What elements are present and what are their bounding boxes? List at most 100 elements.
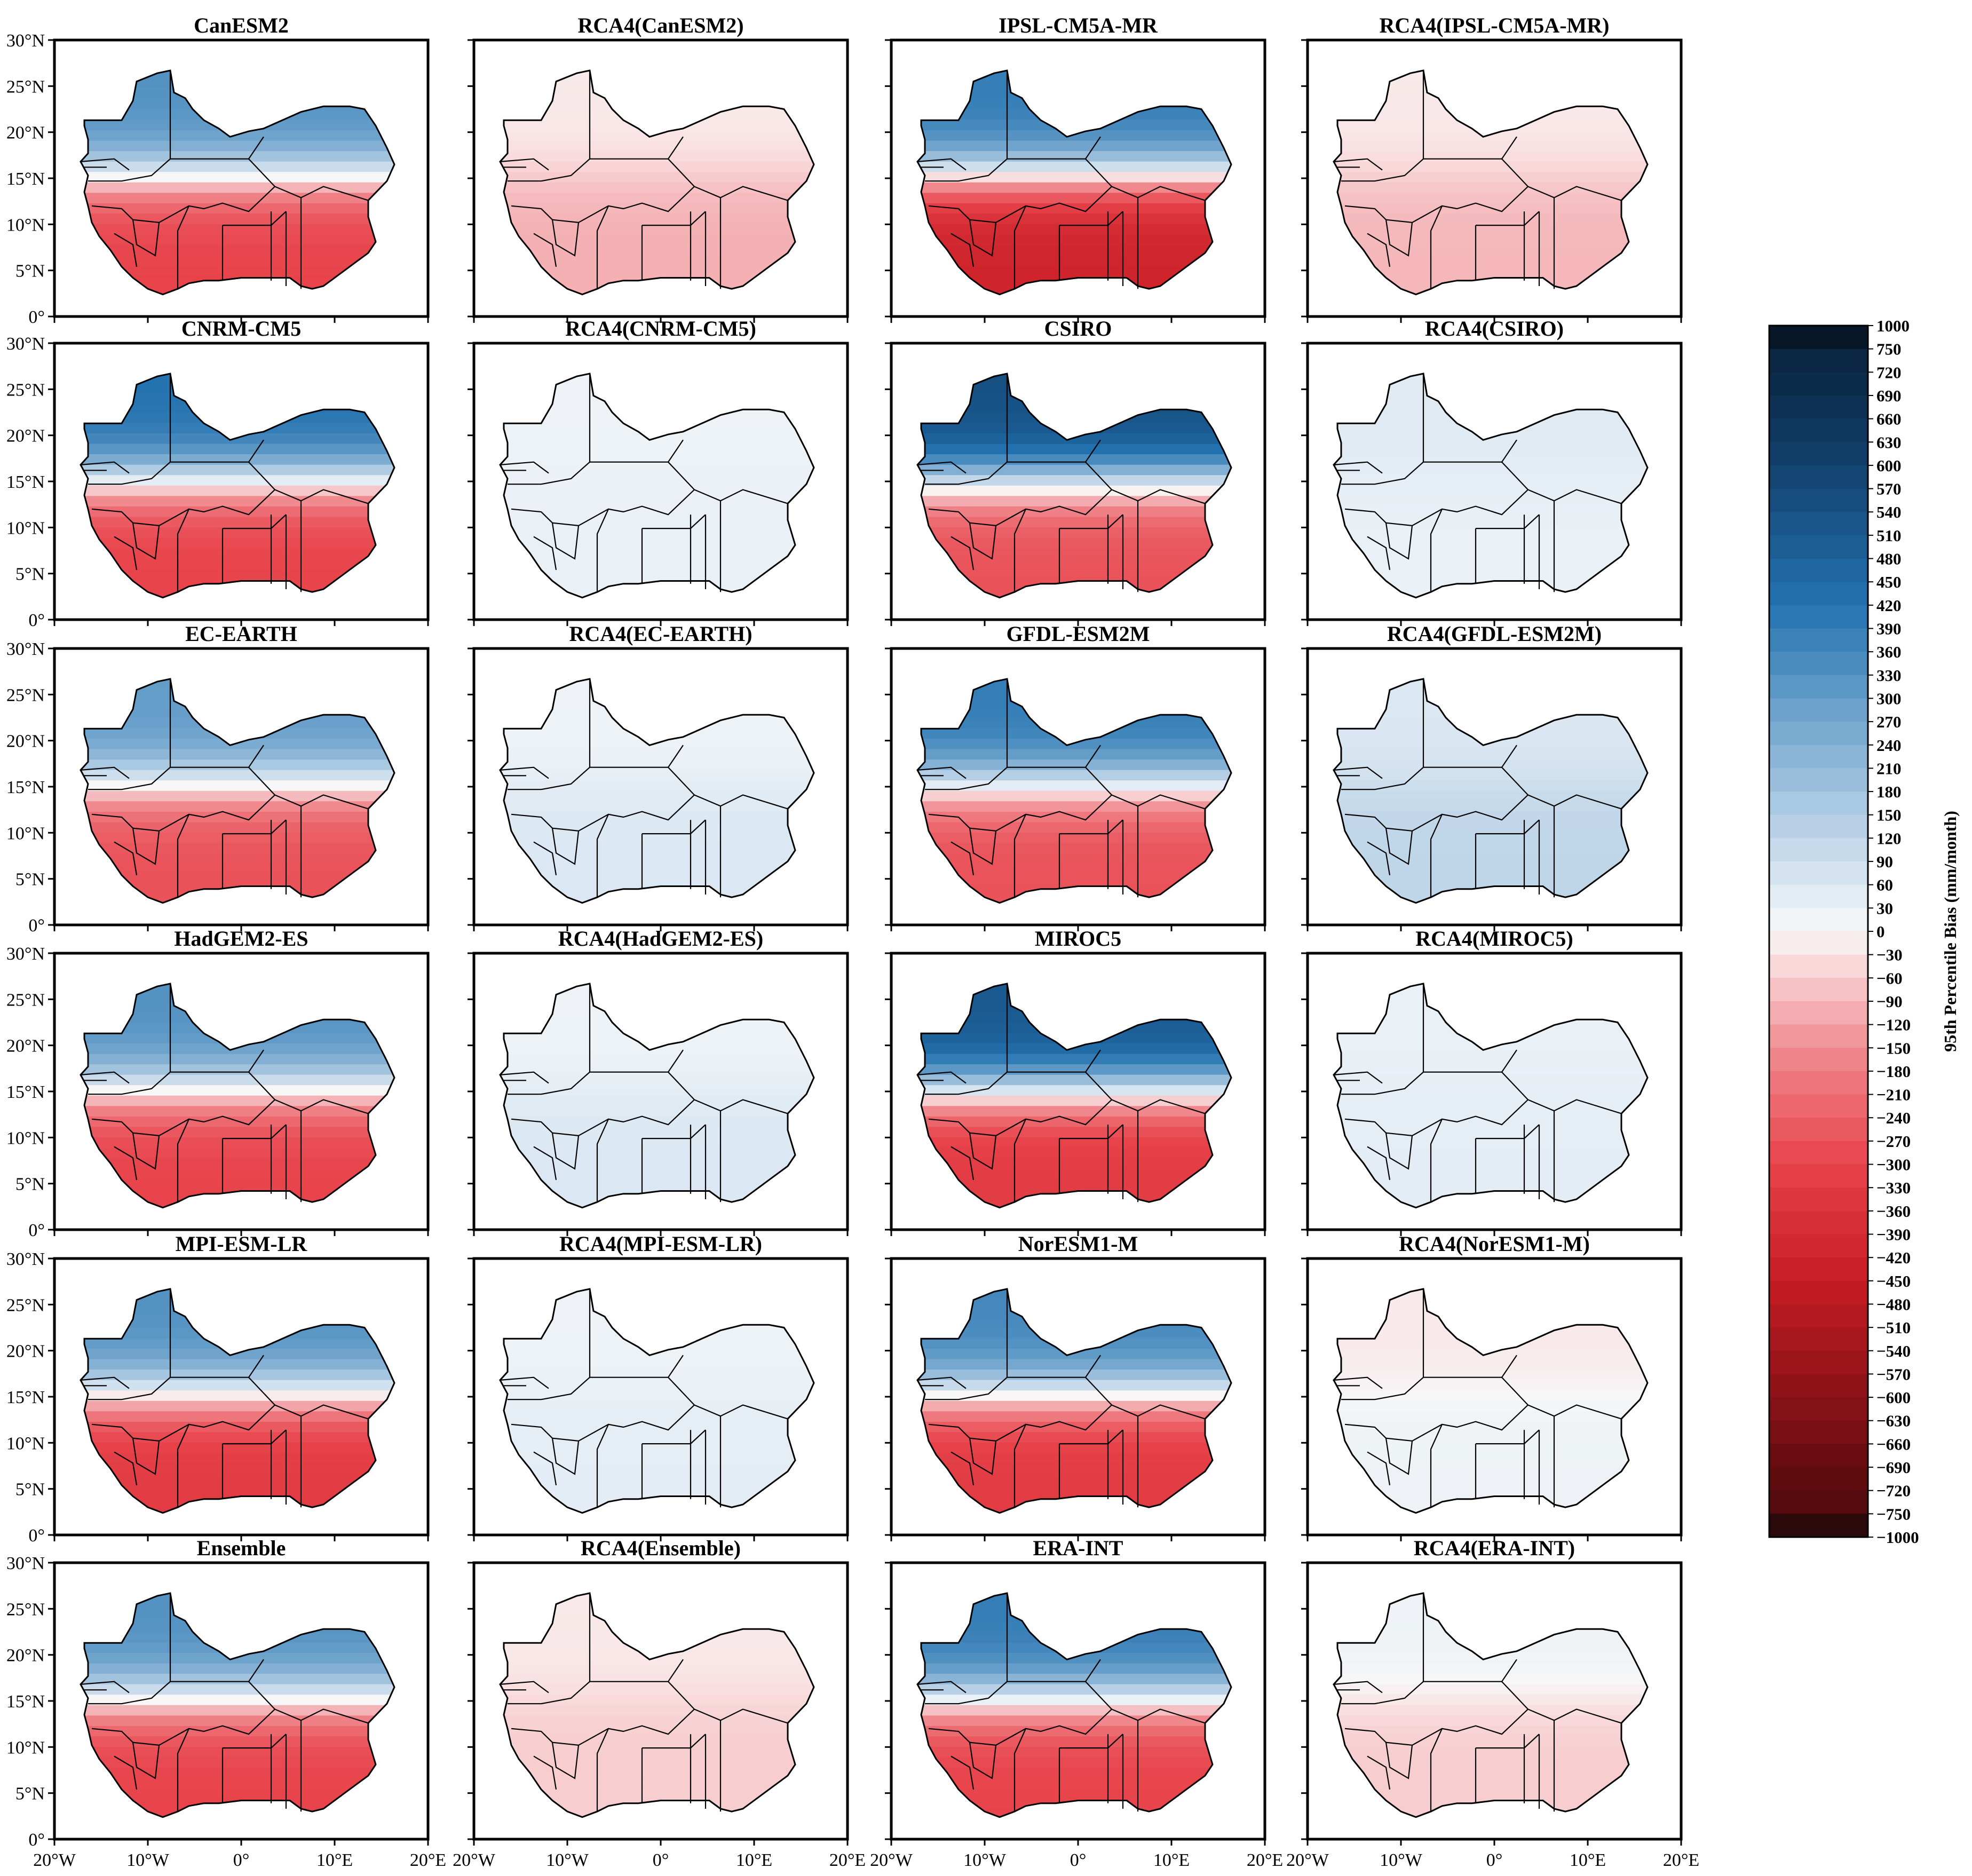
bias-band — [1334, 1593, 1648, 1602]
country-border — [642, 1429, 706, 1445]
country-border — [1476, 1124, 1540, 1139]
bias-band — [81, 1064, 394, 1076]
colorbar-tick-label: 420 — [1876, 596, 1902, 615]
bias-band — [500, 864, 814, 875]
bias-band — [81, 1432, 394, 1444]
country-border — [508, 461, 590, 485]
colorbar-tick-label: 150 — [1876, 806, 1902, 825]
bias-band — [81, 1725, 394, 1737]
colorbar-tick-label: −120 — [1876, 1016, 1911, 1034]
bias-band — [500, 1200, 814, 1208]
panel-title: HadGEM2-ES — [174, 927, 308, 951]
colorbar-tick-label: −90 — [1876, 992, 1903, 1011]
country-border — [223, 1733, 287, 1749]
country-border — [132, 219, 160, 257]
bias-field — [500, 1289, 814, 1513]
colorbar-tick-label: 270 — [1876, 713, 1902, 731]
country-border — [88, 158, 171, 182]
country-border — [589, 374, 684, 463]
country-border — [1422, 374, 1517, 463]
lon-tick-label: 20°E — [1663, 1850, 1699, 1870]
bias-band — [500, 1158, 814, 1169]
bias-band — [500, 679, 814, 687]
bias-band — [1334, 696, 1648, 708]
bias-band — [917, 161, 1231, 173]
bias-band — [1334, 1400, 1648, 1412]
country-border — [500, 158, 549, 171]
colorbar-tick-label: 180 — [1876, 782, 1902, 801]
bias-band — [917, 1674, 1231, 1685]
bias-band — [500, 1095, 814, 1107]
bias-band — [917, 895, 1231, 903]
bias-band — [1334, 749, 1648, 761]
bias-band — [1334, 1085, 1648, 1097]
panel-title: RCA4(NorESM1-M) — [1399, 1232, 1590, 1256]
colorbar-tick-label: −360 — [1876, 1202, 1911, 1221]
lat-tick-label: 25°N — [6, 685, 45, 705]
colorbar-segment — [1769, 861, 1868, 885]
country-border — [500, 461, 549, 474]
country-border — [533, 233, 557, 267]
bias-band — [500, 433, 814, 445]
bias-band — [81, 1715, 394, 1727]
bias-band — [917, 739, 1231, 750]
bias-band — [1334, 853, 1648, 865]
bias-band — [1334, 151, 1648, 163]
country-border — [1006, 70, 1101, 160]
country-border — [951, 1146, 975, 1180]
bias-band — [500, 874, 814, 886]
bias-band — [1334, 1663, 1648, 1675]
colorbar-tick-label: 240 — [1876, 736, 1902, 755]
bias-band — [1334, 801, 1648, 813]
bias-band — [81, 739, 394, 750]
bias-band — [500, 172, 814, 184]
bias-band — [917, 1380, 1231, 1391]
bias-band — [917, 1012, 1231, 1024]
region-outline — [499, 373, 815, 599]
colorbar-segment — [1769, 1514, 1868, 1538]
bias-band — [917, 78, 1231, 90]
lat-tick-label: 20°N — [6, 1342, 45, 1362]
bias-band — [81, 255, 394, 267]
bias-band — [500, 1621, 814, 1633]
lon-tick-label: 10°E — [1570, 1850, 1606, 1870]
country-border — [1367, 1146, 1391, 1180]
bias-band — [917, 749, 1231, 761]
country-border — [589, 1593, 684, 1682]
country-border — [596, 1424, 609, 1508]
bias-band — [917, 1705, 1231, 1716]
bias-band — [500, 1317, 814, 1329]
bias-band — [500, 464, 814, 476]
bias-field — [1334, 679, 1648, 903]
colorbar-segment — [1769, 954, 1868, 979]
lat-tick-label: 15°N — [6, 1082, 45, 1102]
bias-band — [917, 790, 1231, 802]
country-border — [500, 766, 549, 779]
bias-band — [917, 770, 1231, 781]
bias-band — [81, 707, 394, 719]
country-border — [1422, 70, 1517, 160]
lat-tick-label: 10°N — [6, 215, 45, 235]
colorbar-tick-label: −600 — [1876, 1388, 1911, 1407]
bias-band — [1334, 1809, 1648, 1817]
bias-band — [81, 984, 394, 992]
bias-band — [1334, 1601, 1648, 1612]
country-border — [169, 984, 264, 1073]
bias-band — [1334, 843, 1648, 854]
colorbar-segment — [1769, 931, 1868, 955]
colorbar-tick-label: −330 — [1876, 1178, 1911, 1197]
bias-band — [81, 266, 394, 278]
region-outline — [916, 983, 1232, 1209]
bias-band — [81, 78, 394, 90]
bias-band — [81, 245, 394, 256]
bias-band — [500, 811, 814, 823]
bias-band — [917, 1432, 1231, 1444]
bias-band — [1334, 780, 1648, 792]
lon-tick-label: 20°W — [1286, 1850, 1329, 1870]
bias-band — [500, 151, 814, 163]
lat-tick-label: 15°N — [6, 778, 45, 797]
colorbar-segment — [1769, 628, 1868, 652]
colorbar-segment — [1769, 372, 1868, 396]
bias-band — [917, 1043, 1231, 1055]
country-border — [1385, 219, 1413, 257]
